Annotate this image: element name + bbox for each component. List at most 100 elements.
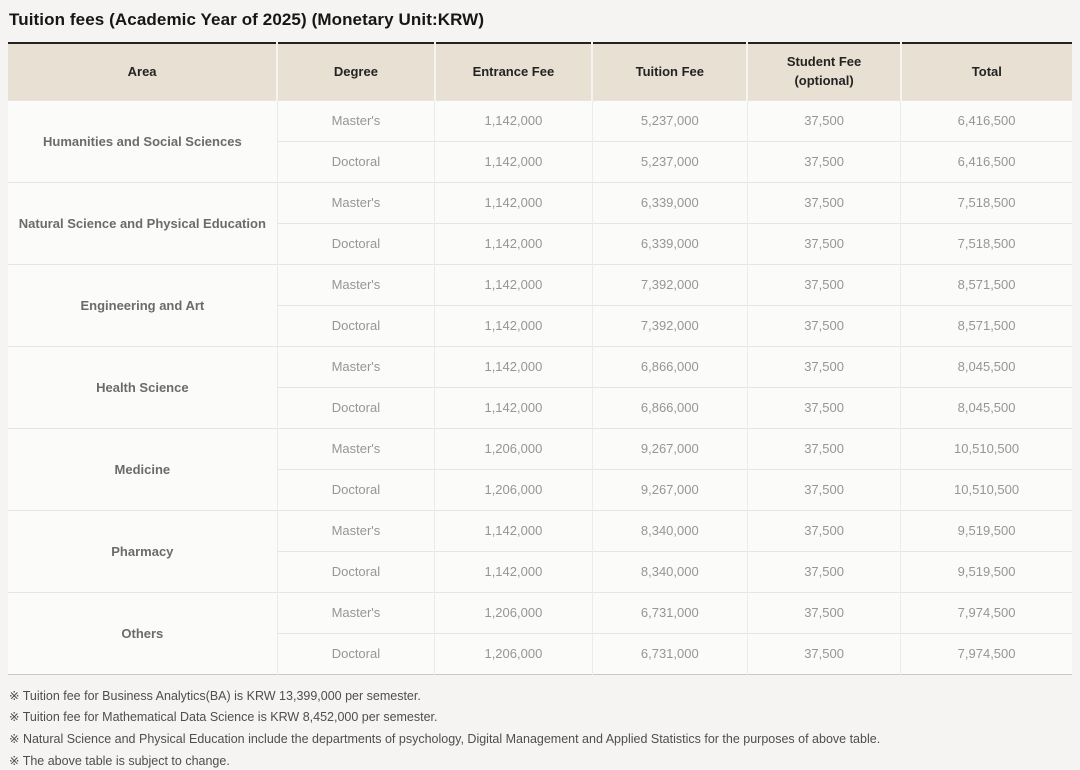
footnote: ※ Natural Science and Physical Education… (9, 731, 1072, 748)
tuition-fee-cell: 6,866,000 (592, 387, 747, 428)
tuition-fee-cell: 7,392,000 (592, 305, 747, 346)
degree-cell: Master's (277, 592, 434, 633)
student-fee-cell: 37,500 (747, 141, 900, 182)
area-cell: Medicine (8, 428, 277, 510)
total-cell: 8,571,500 (901, 264, 1072, 305)
footnote: ※ The above table is subject to change. (9, 753, 1072, 770)
degree-cell: Master's (277, 428, 434, 469)
table-body: Humanities and Social Sciences Master's … (8, 100, 1072, 674)
entrance-fee-cell: 1,206,000 (435, 428, 592, 469)
student-fee-cell: 37,500 (747, 428, 900, 469)
tuition-fee-cell: 9,267,000 (592, 469, 747, 510)
area-cell: Humanities and Social Sciences (8, 100, 277, 182)
total-cell: 8,045,500 (901, 346, 1072, 387)
footnote: ※ Tuition fee for Business Analytics(BA)… (9, 688, 1072, 705)
table-row: Medicine Master's 1,206,000 9,267,000 37… (8, 428, 1072, 469)
tuition-fee-cell: 5,237,000 (592, 141, 747, 182)
entrance-fee-cell: 1,142,000 (435, 305, 592, 346)
student-fee-cell: 37,500 (747, 182, 900, 223)
area-cell: Natural Science and Physical Education (8, 182, 277, 264)
entrance-fee-cell: 1,206,000 (435, 469, 592, 510)
total-cell: 8,045,500 (901, 387, 1072, 428)
total-cell: 6,416,500 (901, 100, 1072, 141)
degree-cell: Master's (277, 100, 434, 141)
entrance-fee-cell: 1,142,000 (435, 223, 592, 264)
student-fee-cell: 37,500 (747, 305, 900, 346)
entrance-fee-cell: 1,142,000 (435, 100, 592, 141)
student-fee-cell: 37,500 (747, 469, 900, 510)
col-header-tuition-fee: Tuition Fee (592, 43, 747, 100)
entrance-fee-cell: 1,206,000 (435, 633, 592, 674)
col-header-entrance-fee: Entrance Fee (435, 43, 592, 100)
table-row: Others Master's 1,206,000 6,731,000 37,5… (8, 592, 1072, 633)
entrance-fee-cell: 1,142,000 (435, 182, 592, 223)
degree-cell: Doctoral (277, 633, 434, 674)
tuition-fee-cell: 5,237,000 (592, 100, 747, 141)
degree-cell: Master's (277, 510, 434, 551)
footnotes: ※ Tuition fee for Business Analytics(BA)… (8, 688, 1072, 770)
total-cell: 7,518,500 (901, 223, 1072, 264)
entrance-fee-cell: 1,206,000 (435, 592, 592, 633)
entrance-fee-cell: 1,142,000 (435, 141, 592, 182)
total-cell: 7,974,500 (901, 592, 1072, 633)
total-cell: 9,519,500 (901, 551, 1072, 592)
student-fee-cell: 37,500 (747, 223, 900, 264)
student-fee-cell: 37,500 (747, 100, 900, 141)
student-fee-cell: 37,500 (747, 264, 900, 305)
tuition-fee-cell: 9,267,000 (592, 428, 747, 469)
degree-cell: Master's (277, 182, 434, 223)
tuition-fee-cell: 7,392,000 (592, 264, 747, 305)
degree-cell: Master's (277, 346, 434, 387)
total-cell: 9,519,500 (901, 510, 1072, 551)
footnote: ※ Tuition fee for Mathematical Data Scie… (9, 709, 1072, 726)
entrance-fee-cell: 1,142,000 (435, 510, 592, 551)
degree-cell: Doctoral (277, 305, 434, 346)
total-cell: 7,518,500 (901, 182, 1072, 223)
degree-cell: Doctoral (277, 551, 434, 592)
col-header-student-fee-line2: (optional) (752, 72, 895, 91)
total-cell: 7,974,500 (901, 633, 1072, 674)
tuition-fee-cell: 6,339,000 (592, 182, 747, 223)
area-cell: Pharmacy (8, 510, 277, 592)
table-row: Engineering and Art Master's 1,142,000 7… (8, 264, 1072, 305)
total-cell: 10,510,500 (901, 428, 1072, 469)
tuition-fee-cell: 8,340,000 (592, 551, 747, 592)
area-cell: Health Science (8, 346, 277, 428)
tuition-fee-cell: 8,340,000 (592, 510, 747, 551)
col-header-total: Total (901, 43, 1072, 100)
student-fee-cell: 37,500 (747, 510, 900, 551)
tuition-fee-cell: 6,339,000 (592, 223, 747, 264)
entrance-fee-cell: 1,142,000 (435, 346, 592, 387)
student-fee-cell: 37,500 (747, 592, 900, 633)
degree-cell: Master's (277, 264, 434, 305)
total-cell: 6,416,500 (901, 141, 1072, 182)
student-fee-cell: 37,500 (747, 633, 900, 674)
col-header-area: Area (8, 43, 277, 100)
degree-cell: Doctoral (277, 141, 434, 182)
student-fee-cell: 37,500 (747, 387, 900, 428)
table-row: Humanities and Social Sciences Master's … (8, 100, 1072, 141)
entrance-fee-cell: 1,142,000 (435, 387, 592, 428)
col-header-student-fee-line1: Student Fee (752, 53, 895, 72)
tuition-fee-cell: 6,731,000 (592, 633, 747, 674)
degree-cell: Doctoral (277, 469, 434, 510)
page-title: Tuition fees (Academic Year of 2025) (Mo… (9, 10, 1072, 30)
col-header-student-fee: Student Fee (optional) (747, 43, 900, 100)
total-cell: 10,510,500 (901, 469, 1072, 510)
table-row: Health Science Master's 1,142,000 6,866,… (8, 346, 1072, 387)
header-row: Area Degree Entrance Fee Tuition Fee Stu… (8, 43, 1072, 100)
entrance-fee-cell: 1,142,000 (435, 551, 592, 592)
degree-cell: Doctoral (277, 387, 434, 428)
area-cell: Engineering and Art (8, 264, 277, 346)
degree-cell: Doctoral (277, 223, 434, 264)
student-fee-cell: 37,500 (747, 346, 900, 387)
tuition-fee-cell: 6,866,000 (592, 346, 747, 387)
student-fee-cell: 37,500 (747, 551, 900, 592)
entrance-fee-cell: 1,142,000 (435, 264, 592, 305)
table-row: Natural Science and Physical Education M… (8, 182, 1072, 223)
tuition-fee-cell: 6,731,000 (592, 592, 747, 633)
table-header: Area Degree Entrance Fee Tuition Fee Stu… (8, 43, 1072, 100)
table-row: Pharmacy Master's 1,142,000 8,340,000 37… (8, 510, 1072, 551)
tuition-fees-table: Area Degree Entrance Fee Tuition Fee Stu… (8, 42, 1072, 675)
total-cell: 8,571,500 (901, 305, 1072, 346)
